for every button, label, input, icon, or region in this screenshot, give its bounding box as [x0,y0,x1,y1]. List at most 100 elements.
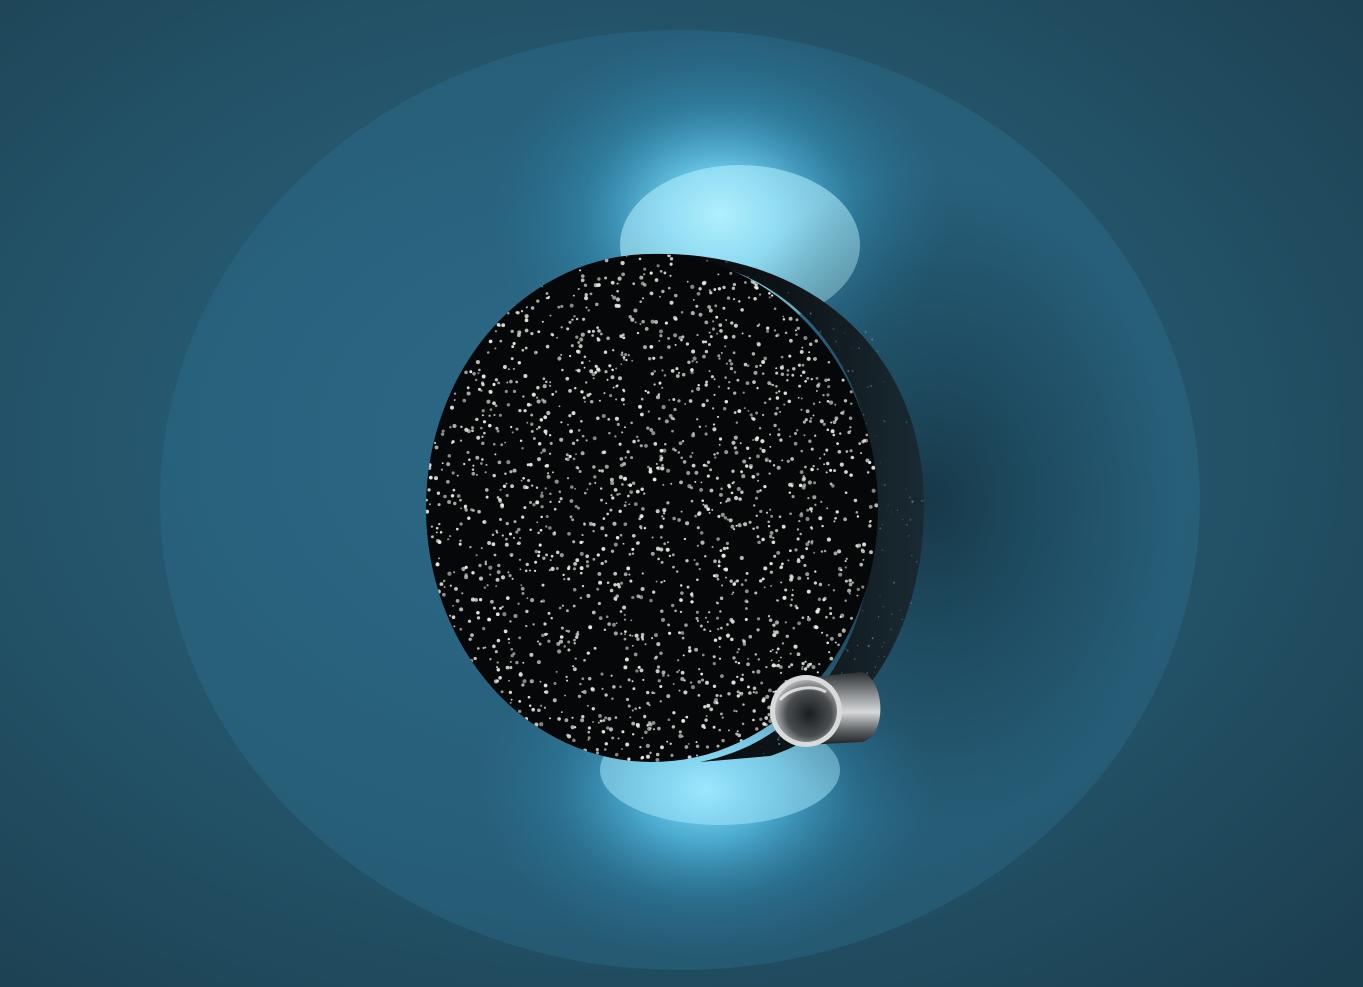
perforation-dot [569,429,574,434]
perforation-dot [581,690,584,693]
perforation-dot [777,659,780,662]
perforation-dot [482,520,487,524]
perforation-dot [782,595,787,600]
perforation-dot [612,386,615,389]
perforation-dot [789,575,794,580]
perforation-dot [793,644,798,649]
perforation-dot [627,757,631,761]
perforation-dot [655,669,660,674]
perforation-dot [484,560,487,563]
perforation-dot [839,462,844,467]
perforation-dot [683,679,686,682]
perforation-dot [719,549,723,552]
perforation-dot [801,616,805,620]
perforation-dot [810,510,813,513]
perforation-dot [581,434,585,438]
perforation-dot [481,414,484,417]
perforation-dot [555,550,560,555]
perforation-dot [763,485,767,489]
perforation-dot [664,419,669,424]
perforation-dot [633,502,638,507]
perforation-dot [769,433,772,436]
perforation-dot [762,697,766,701]
perforation-dot [554,390,558,393]
perforation-dot [605,502,608,505]
perforation-dot [717,514,721,518]
perforation-dot [752,439,755,441]
perforation-dot [493,413,496,417]
perforation-dot [577,341,581,344]
perforation-dot [587,738,590,741]
perforation-dot [667,674,670,677]
perforation-dot [531,392,536,397]
perforation-dot [715,616,720,620]
perforation-dot [470,633,474,637]
perforation-dot [653,656,658,660]
perforation-dot [610,280,615,285]
perforation-dot [701,499,704,502]
perforation-dot [674,449,677,452]
perforation-dot [642,345,648,350]
perforation-dot [718,645,721,648]
perforation-dot [662,512,666,515]
perforation-dot [670,482,673,485]
perforation-dot [480,389,483,392]
perforation-dot [447,454,452,458]
perforation-dot [756,472,760,476]
perforation-dot [799,349,804,354]
perforation-dot [631,552,635,555]
perforation-dot [677,371,681,374]
perforation-dot [671,429,674,433]
perforation-dot [729,362,734,366]
perforation-dot [571,518,575,522]
perforation-dot [658,339,661,342]
perforation-dot [834,403,837,406]
perforation-dot [838,572,843,577]
perforation-dot [812,495,817,500]
perforation-dot [679,598,683,602]
perforation-dot [452,604,455,607]
perforation-dot [580,274,585,278]
perforation-dot [813,481,817,485]
perforation-dot [688,646,692,650]
perforation-dot [774,664,778,668]
perforation-dot [614,303,619,308]
perforation-dot [580,451,585,456]
perforation-dot [498,675,502,680]
perforation-dot [527,478,531,483]
perforation-dot [684,623,688,627]
perforation-dot [829,612,833,616]
perforation-dot [759,364,762,367]
perforation-dot [849,390,853,394]
perforation-dot [826,399,830,403]
perforation-dot [560,353,563,356]
perforation-dot [791,373,795,377]
perforation-dot [515,660,519,665]
perforation-dot [667,286,671,290]
perforation-dot [606,512,610,516]
rim-perforation-dot [877,616,880,618]
perforation-dot [550,332,554,336]
perforation-dot [717,354,721,358]
perforation-dot [800,449,804,453]
perforation-dot [500,690,504,694]
perforation-dot [775,396,780,400]
perforation-dot [639,595,644,600]
perforation-dot [538,543,542,547]
perforation-dot [780,372,785,376]
perforation-dot [729,271,733,275]
perforation-dot [654,633,658,638]
perforation-dot [565,376,570,381]
perforation-dot [489,599,494,604]
perforation-dot [601,687,604,691]
perforation-dot [791,495,795,499]
perforation-dot [453,571,456,574]
perforation-dot [680,510,683,513]
perforation-dot [567,640,571,644]
perforation-dot [690,368,694,372]
perforation-dot [726,296,731,300]
perforation-dot [736,378,740,382]
perforation-dot [671,725,676,729]
perforation-dot [827,361,831,364]
perforation-dot [623,613,626,616]
